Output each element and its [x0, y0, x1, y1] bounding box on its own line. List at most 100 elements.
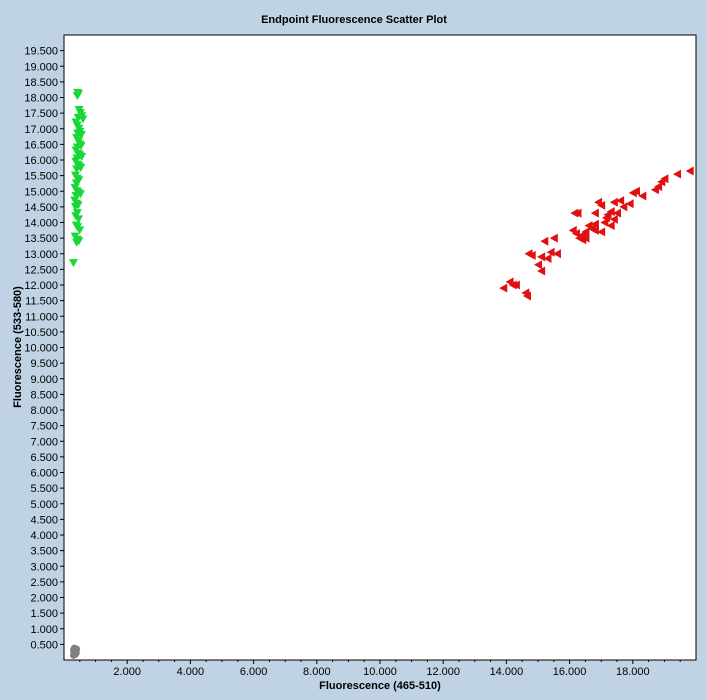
- y-tick-label: 0.500: [30, 639, 58, 651]
- y-tick-label: 12.500: [24, 264, 58, 276]
- chart-title: Endpoint Fluorescence Scatter Plot: [261, 14, 447, 26]
- point-triangle-left: [584, 221, 593, 231]
- y-tick-label: 19.000: [24, 61, 58, 73]
- point-triangle-left: [638, 191, 647, 201]
- y-tick-label: 9.000: [30, 374, 58, 386]
- point-triangle-left: [619, 202, 628, 212]
- y-tick-label: 10.500: [24, 327, 58, 339]
- x-tick-label: 2.000: [113, 666, 141, 678]
- x-tick-label: 4.000: [177, 666, 205, 678]
- y-tick-label: 10.000: [24, 343, 58, 355]
- y-tick-label: 7.000: [30, 436, 58, 448]
- plot-area: [63, 34, 697, 661]
- point-triangle-down: [72, 238, 82, 247]
- point-triangle-down: [72, 165, 82, 174]
- y-tick-label: 14.500: [24, 202, 58, 214]
- y-tick-label: 2.000: [30, 593, 58, 605]
- y-tick-label: 18.500: [24, 77, 58, 89]
- point-triangle-down: [71, 191, 81, 200]
- point-triangle-left: [534, 260, 542, 270]
- y-tick-label: 15.500: [24, 171, 58, 183]
- y-tick-label: 11.000: [25, 311, 58, 323]
- y-tick-label: 15.000: [24, 186, 58, 198]
- point-triangle-left: [609, 214, 618, 224]
- point-triangle-left: [616, 196, 625, 206]
- y-tick-label: 14.000: [24, 218, 58, 230]
- y-tick-label: 13.500: [24, 233, 58, 245]
- point-triangle-left: [606, 221, 615, 231]
- point-triangle-down: [72, 91, 82, 100]
- point-triangle-left: [505, 277, 514, 287]
- point-triangle-down: [75, 226, 85, 235]
- point-triangle-left: [650, 185, 659, 195]
- y-tick-label: 13.000: [24, 249, 58, 261]
- point-triangle-left: [540, 236, 549, 246]
- x-tick-label: 14.000: [490, 666, 524, 678]
- point-triangle-left: [590, 208, 599, 218]
- y-tick-label: 8.000: [30, 405, 58, 417]
- x-axis: 2.000 4.000 6.000 8.000 10.000 12.000 14.000 16…: [79, 660, 681, 678]
- point-triangle-left: [685, 166, 694, 176]
- point-triangle-left: [570, 208, 579, 218]
- y-tick-label: 3.500: [30, 546, 58, 558]
- y-tick-label: 2.500: [30, 577, 58, 589]
- point-triangle-left: [549, 233, 558, 243]
- point-triangle-down: [73, 113, 83, 122]
- point-triangle-left: [568, 225, 577, 235]
- x-tick-label: 12.000: [426, 666, 460, 678]
- point-triangle-left: [543, 253, 552, 263]
- point-triangle-left: [594, 197, 603, 207]
- point-triangle-down: [70, 202, 80, 211]
- x-tick-label: 18.000: [616, 666, 650, 678]
- point-triangle-left: [590, 219, 599, 229]
- y-axis-label: Fluorescence (533-580): [12, 286, 24, 408]
- y-tick-label: 5.000: [30, 499, 58, 511]
- point-triangle-left: [609, 197, 618, 207]
- y-tick-label: 4.500: [30, 514, 58, 526]
- y-tick-label: 6.500: [30, 452, 58, 464]
- y-tick-label: 3.000: [30, 561, 58, 573]
- point-triangle-left: [552, 249, 561, 259]
- point-triangle-down: [71, 179, 81, 188]
- point-triangle-left: [578, 235, 587, 245]
- y-tick-label: 17.500: [24, 108, 58, 120]
- point-triangle-left: [537, 266, 546, 276]
- point-triangle-left: [590, 225, 599, 235]
- data-points: [68, 88, 694, 659]
- point-triangle-down: [73, 129, 83, 138]
- y-axis: 0.500 1.000 1.500 2.000 2.500 3.000 3.500 4.000…: [24, 46, 64, 651]
- x-tick-label: 10.000: [363, 666, 397, 678]
- point-triangle-down: [68, 259, 78, 268]
- y-tick-label: 9.500: [30, 358, 58, 370]
- y-tick-label: 5.500: [30, 483, 58, 495]
- y-tick-label: 16.500: [24, 139, 58, 151]
- x-tick-label: 16.000: [553, 666, 587, 678]
- point-triangle-left: [600, 218, 609, 227]
- point-triangle-left: [657, 177, 666, 187]
- point-circle: [71, 647, 79, 655]
- point-triangle-left: [499, 283, 508, 293]
- x-axis-label: Fluorescence (465-510): [319, 680, 441, 692]
- y-tick-label: 17.000: [24, 124, 58, 136]
- y-tick-label: 16.000: [24, 155, 58, 167]
- point-triangle-down: [74, 215, 84, 224]
- y-tick-label: 1.500: [30, 608, 58, 620]
- y-tick-label: 12.000: [24, 280, 58, 292]
- x-tick-label: 6.000: [240, 666, 268, 678]
- point-triangle-left: [628, 188, 637, 198]
- y-tick-label: 11.500: [25, 296, 58, 308]
- point-triangle-left: [597, 227, 606, 237]
- point-triangle-left: [613, 208, 621, 218]
- y-tick-label: 8.500: [30, 389, 58, 401]
- y-tick-label: 4.000: [30, 530, 58, 542]
- point-triangle-left: [546, 247, 555, 257]
- point-triangle-left: [673, 169, 682, 179]
- point-triangle-left: [524, 249, 533, 259]
- y-tick-label: 18.000: [24, 93, 58, 105]
- y-tick-label: 6.000: [30, 468, 58, 480]
- x-tick-label: 8.000: [303, 666, 331, 678]
- y-tick-label: 1.000: [30, 624, 58, 636]
- point-triangle-left: [522, 291, 531, 301]
- point-triangle-left: [625, 199, 634, 209]
